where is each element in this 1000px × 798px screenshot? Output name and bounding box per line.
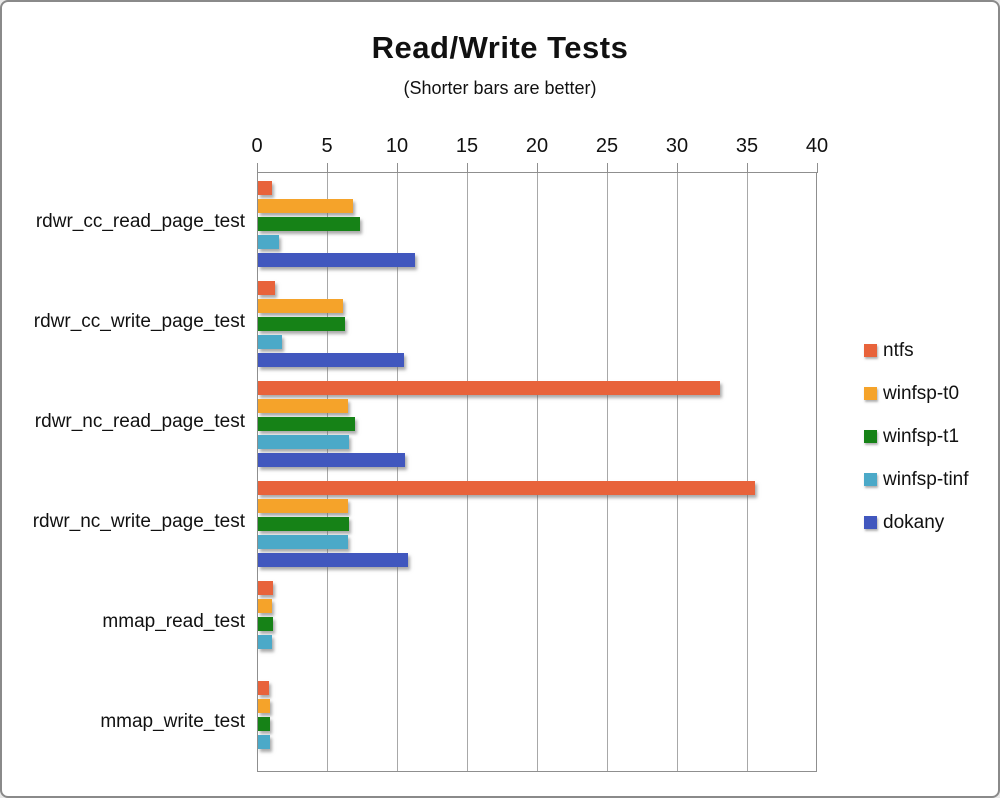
bar-winfsp-t0-rdwr_nc_read_page_test (258, 399, 348, 413)
legend-label: winfsp-tinf (883, 468, 969, 490)
category-label-rdwr_nc_write_page_test: rdwr_nc_write_page_test (32, 511, 245, 532)
x-axis-tick-mark (467, 163, 468, 173)
x-axis-tick-label: 0 (251, 135, 263, 157)
x-axis-tick-label: 20 (525, 135, 549, 157)
bar-dokany-rdwr_nc_read_page_test (258, 453, 405, 467)
bar-winfsp-t0-rdwr_cc_read_page_test (258, 199, 353, 213)
bar-ntfs-rdwr_nc_read_page_test (258, 381, 720, 395)
category-label-mmap_write_test: mmap_write_test (100, 711, 245, 732)
bar-ntfs-rdwr_cc_write_page_test (258, 281, 275, 295)
bar-winfsp-t1-rdwr_cc_write_page_test (258, 317, 345, 331)
x-axis-tick-label: 40 (805, 135, 829, 157)
category-label-mmap_read_test: mmap_read_test (102, 611, 245, 632)
gridline (747, 173, 748, 771)
bar-winfsp-tinf-rdwr_cc_read_page_test (258, 235, 279, 249)
bar-dokany-rdwr_cc_write_page_test (258, 353, 404, 367)
bar-winfsp-t1-rdwr_nc_read_page_test (258, 417, 355, 431)
bar-ntfs-mmap_write_test (258, 681, 269, 695)
x-axis-tick-mark (327, 163, 328, 173)
x-axis-tick-mark (607, 163, 608, 173)
legend-swatch-icon (864, 387, 877, 400)
category-label-rdwr_nc_read_page_test: rdwr_nc_read_page_test (34, 411, 245, 432)
bar-dokany-rdwr_nc_write_page_test (258, 553, 408, 567)
bar-winfsp-t0-rdwr_nc_write_page_test (258, 499, 348, 513)
legend-item-dokany: dokany (864, 512, 969, 533)
category-label-rdwr_cc_write_page_test: rdwr_cc_write_page_test (33, 311, 245, 332)
bar-winfsp-t0-mmap_write_test (258, 699, 270, 713)
x-axis-tick-mark (397, 163, 398, 173)
chart-title: Read/Write Tests (371, 30, 629, 65)
x-axis-tick-mark (537, 163, 538, 173)
x-axis-tick-label: 5 (321, 135, 333, 157)
gridline (677, 173, 678, 771)
bar-winfsp-t1-mmap_write_test (258, 717, 270, 731)
bar-winfsp-tinf-mmap_write_test (258, 735, 270, 749)
legend-item-winfsp-t1: winfsp-t1 (864, 426, 969, 447)
legend-swatch-icon (864, 516, 877, 529)
x-axis-tick-label: 25 (595, 135, 619, 157)
x-axis-tick-label: 30 (665, 135, 689, 157)
legend-swatch-icon (864, 473, 877, 486)
bar-ntfs-rdwr_cc_read_page_test (258, 181, 272, 195)
legend-item-winfsp-tinf: winfsp-tinf (864, 469, 969, 490)
legend-label: winfsp-t1 (883, 425, 960, 447)
legend-swatch-icon (864, 430, 877, 443)
x-axis-tick-label: 35 (735, 135, 759, 157)
gridline (607, 173, 608, 771)
bar-winfsp-t1-mmap_read_test (258, 617, 273, 631)
gridline (397, 173, 398, 771)
bar-winfsp-t1-rdwr_cc_read_page_test (258, 217, 360, 231)
bar-ntfs-rdwr_nc_write_page_test (258, 481, 755, 495)
bar-winfsp-tinf-rdwr_nc_write_page_test (258, 535, 348, 549)
x-axis-tick-mark (817, 163, 818, 173)
category-label-rdwr_cc_read_page_test: rdwr_cc_read_page_test (35, 211, 245, 232)
plot-area (257, 172, 817, 772)
bar-dokany-rdwr_cc_read_page_test (258, 253, 415, 267)
legend-item-ntfs: ntfs (864, 340, 969, 361)
legend-label: dokany (883, 511, 945, 533)
bar-winfsp-t0-mmap_read_test (258, 599, 272, 613)
legend-item-winfsp-t0: winfsp-t0 (864, 383, 969, 404)
x-axis-tick-mark (747, 163, 748, 173)
legend-label: winfsp-t0 (883, 382, 960, 404)
gridline (327, 173, 328, 771)
x-axis-tick-label: 10 (385, 135, 409, 157)
legend: ntfs winfsp-t0 winfsp-t1 winfsp-tinf dokany (864, 340, 969, 533)
bar-winfsp-tinf-rdwr_cc_write_page_test (258, 335, 282, 349)
x-axis-tick-label: 15 (455, 135, 479, 157)
gridline (467, 173, 468, 771)
legend-label: ntfs (883, 339, 914, 361)
gridline (537, 173, 538, 771)
bar-ntfs-mmap_read_test (258, 581, 273, 595)
bar-winfsp-t0-rdwr_cc_write_page_test (258, 299, 343, 313)
bar-winfsp-tinf-rdwr_nc_read_page_test (258, 435, 349, 449)
x-axis-tick-mark (677, 163, 678, 173)
chart-subtitle: (Shorter bars are better) (403, 78, 597, 98)
x-axis-tick-mark (257, 163, 258, 173)
legend-swatch-icon (864, 344, 877, 357)
bar-winfsp-t1-rdwr_nc_write_page_test (258, 517, 349, 531)
bar-winfsp-tinf-mmap_read_test (258, 635, 272, 649)
